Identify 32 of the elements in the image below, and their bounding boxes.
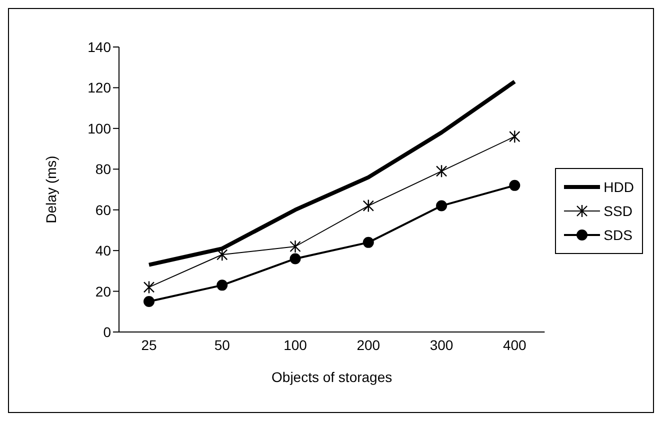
- line-series: [147, 80, 517, 267]
- y-tick-label: 140: [88, 38, 112, 55]
- point: [436, 200, 448, 212]
- point: [509, 180, 520, 191]
- point: [362, 236, 374, 248]
- point: [290, 253, 301, 264]
- point: [216, 280, 228, 291]
- x-tick-label: 25: [141, 336, 157, 353]
- y-tick-label: 60: [95, 202, 112, 218]
- x-tick-label: 200: [356, 336, 380, 353]
- x-tick-label: 100: [284, 336, 308, 353]
- y-tick-label: 80: [95, 161, 112, 178]
- x-tick-label: 300: [430, 336, 454, 353]
- point: [143, 280, 155, 294]
- legend-label: HDD: [604, 178, 634, 194]
- x-axis-title: Objects of storages: [272, 369, 392, 385]
- x-tick-label: 400: [502, 336, 527, 353]
- point: [509, 130, 520, 144]
- y-tick-label: 40: [95, 242, 112, 259]
- y-tick-label: 100: [88, 120, 112, 136]
- point: [290, 240, 301, 254]
- point: [144, 296, 154, 307]
- y-tick-label: 120: [88, 80, 112, 96]
- legend-label: SSD: [604, 202, 632, 218]
- point: [362, 199, 374, 212]
- legend-label: SDS: [604, 226, 632, 242]
- x-tick-label: 50: [214, 336, 230, 353]
- y-tick-label: 0: [103, 324, 112, 340]
- y-axis-title: Delay (ms): [42, 156, 59, 224]
- point: [216, 248, 228, 262]
- point: [436, 164, 448, 178]
- y-tick-label: 20: [95, 283, 112, 300]
